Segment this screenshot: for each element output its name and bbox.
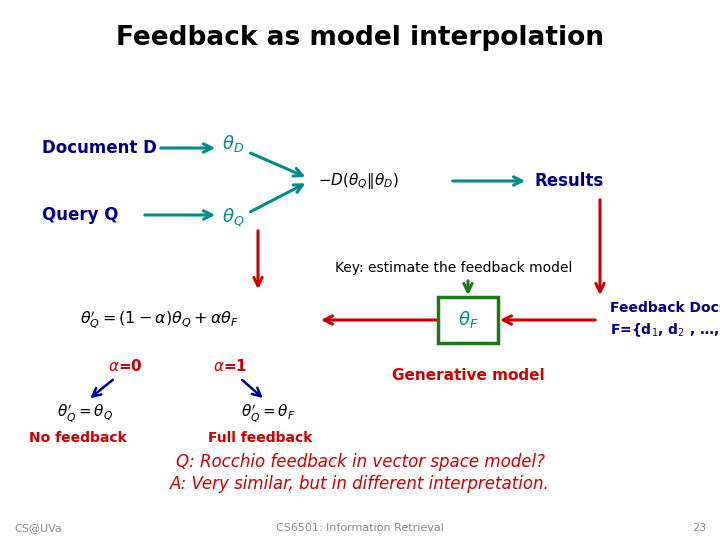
- Text: $-D(\theta_Q\|\theta_D)$: $-D(\theta_Q\|\theta_D)$: [318, 171, 399, 191]
- Text: Results: Results: [535, 172, 604, 190]
- Text: $\theta_F$: $\theta_F$: [458, 309, 478, 330]
- Text: $\theta_{Q}'=\theta_Q$: $\theta_{Q}'=\theta_Q$: [57, 402, 113, 424]
- Text: Document D: Document D: [42, 139, 157, 157]
- Text: Query Q: Query Q: [42, 206, 119, 224]
- FancyBboxPatch shape: [438, 297, 498, 343]
- Text: $\theta_{Q}'=(1-\alpha)\theta_Q+\alpha\theta_F$: $\theta_{Q}'=(1-\alpha)\theta_Q+\alpha\t…: [80, 309, 239, 331]
- Text: F={d$_1$, d$_2$ , …, d$_n$}: F={d$_1$, d$_2$ , …, d$_n$}: [610, 321, 720, 339]
- Text: Feedback as model interpolation: Feedback as model interpolation: [116, 25, 604, 51]
- Text: CS6501: Information Retrieval: CS6501: Information Retrieval: [276, 523, 444, 533]
- Text: Full feedback: Full feedback: [208, 431, 312, 445]
- Text: $\theta_{Q}'=\theta_F$: $\theta_{Q}'=\theta_F$: [240, 402, 295, 424]
- Text: No feedback: No feedback: [29, 431, 127, 445]
- Text: Q: Rocchio feedback in vector space model?: Q: Rocchio feedback in vector space mode…: [176, 453, 544, 471]
- Text: Feedback Docs: Feedback Docs: [610, 301, 720, 315]
- Text: CS@UVa: CS@UVa: [14, 523, 62, 533]
- Text: $\theta_Q$: $\theta_Q$: [222, 207, 245, 229]
- Text: Key: estimate the feedback model: Key: estimate the feedback model: [335, 261, 572, 275]
- Text: A: Very similar, but in different interpretation.: A: Very similar, but in different interp…: [170, 475, 550, 493]
- Text: $\alpha$=0: $\alpha$=0: [108, 358, 143, 374]
- Text: $\theta_D$: $\theta_D$: [222, 132, 244, 153]
- Text: Generative model: Generative model: [392, 368, 544, 382]
- Text: 23: 23: [692, 523, 706, 533]
- Text: $\alpha$=1: $\alpha$=1: [213, 358, 247, 374]
